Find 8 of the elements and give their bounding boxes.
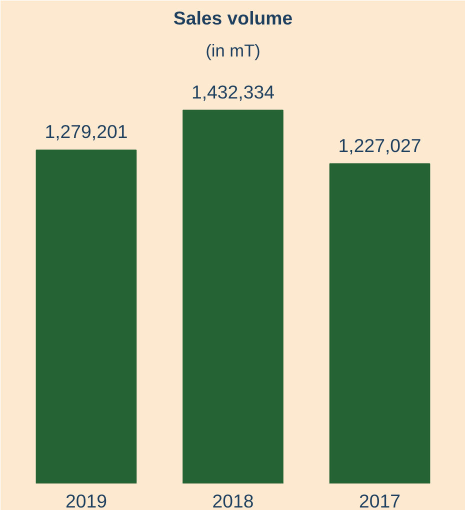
data-label: 1,279,201 [44, 121, 128, 142]
x-tick-label: 2017 [359, 490, 401, 510]
x-tick-label: 2019 [65, 490, 107, 510]
x-tick-label: 2018 [212, 490, 254, 510]
data-label: 1,432,334 [192, 81, 274, 102]
chart-title: Sales volume [173, 8, 293, 28]
data-label: 1,227,027 [338, 134, 422, 156]
chart-subtitle: (in mT) [206, 40, 260, 60]
